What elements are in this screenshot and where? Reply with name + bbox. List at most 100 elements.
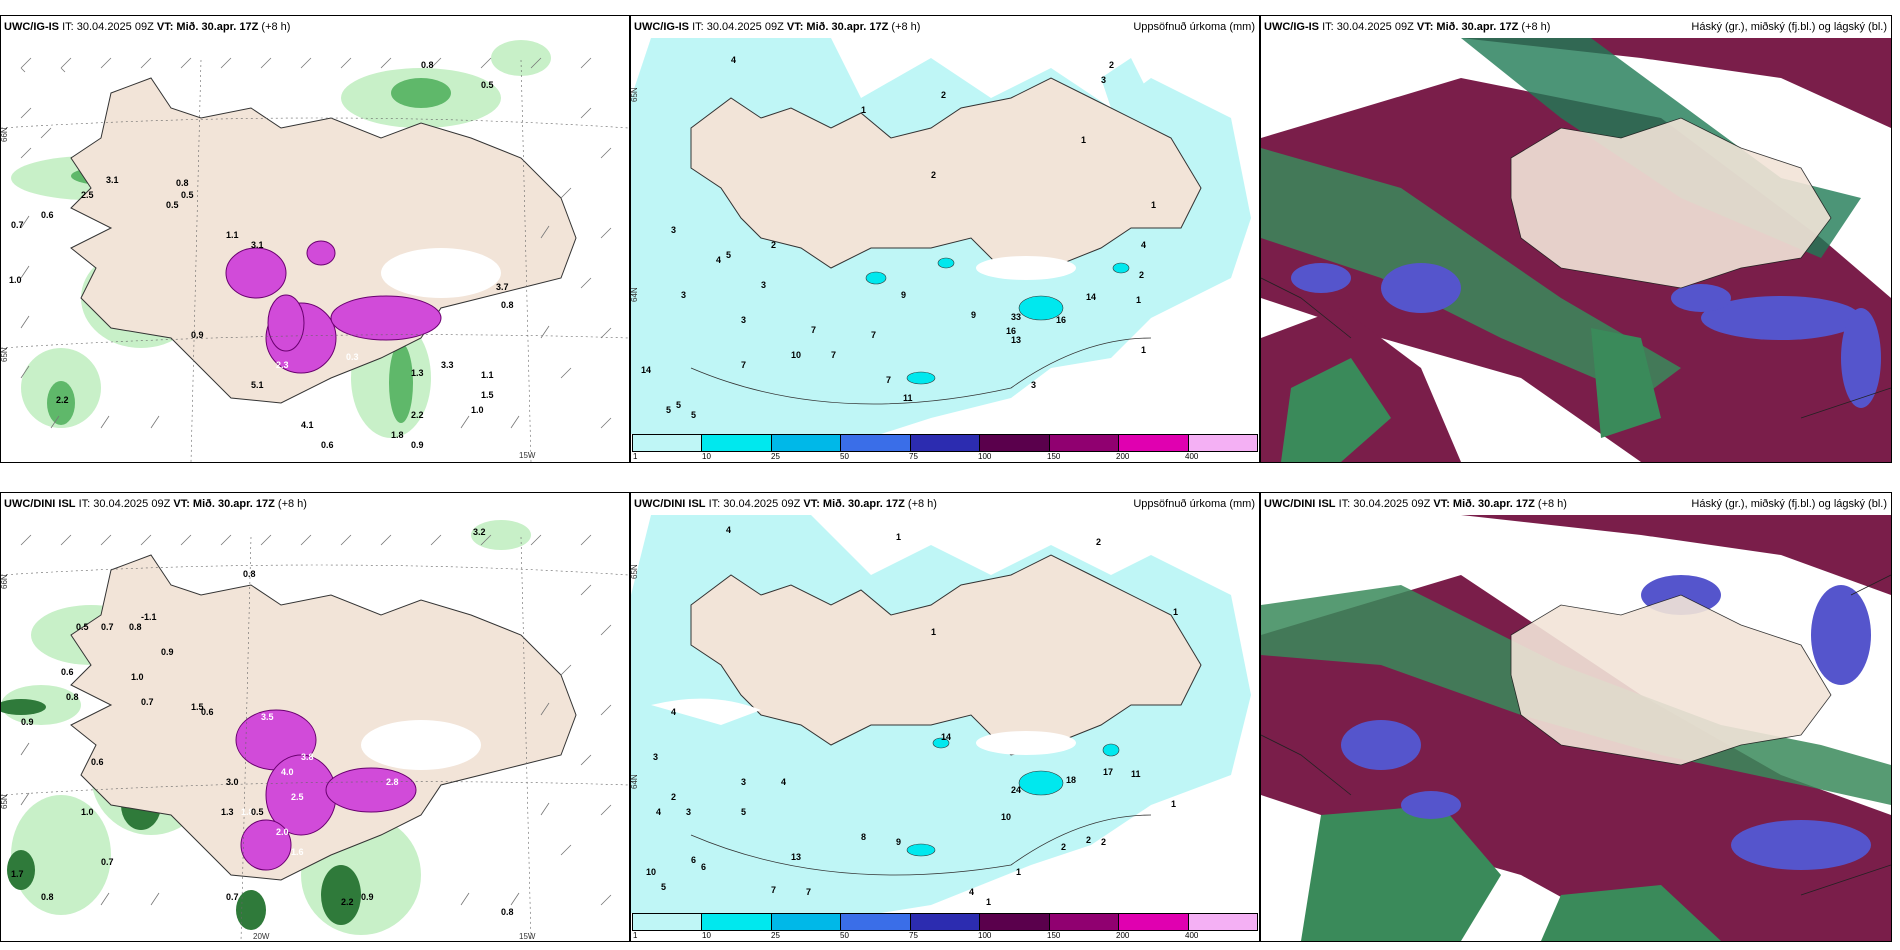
- svg-text:2: 2: [671, 792, 676, 802]
- lat-label: 64N: [631, 774, 639, 789]
- panel-field-title: Háský (gr.), miðský (fj.bl.) og lágský (…: [1691, 498, 1887, 510]
- svg-text:5: 5: [726, 250, 731, 260]
- legend-tick: 200: [1116, 931, 1130, 940]
- svg-text:0.7: 0.7: [226, 892, 239, 902]
- svg-text:1: 1: [1171, 799, 1176, 809]
- panel-header: UWC/IG-IS IT: 30.04.2025 09Z VT: Mið. 30…: [1261, 16, 1891, 38]
- legend-swatch: [1188, 435, 1257, 451]
- svg-text:7: 7: [831, 350, 836, 360]
- legend-tick: 50: [840, 931, 849, 940]
- lat-label: 66N: [1, 574, 9, 589]
- svg-text:1.5: 1.5: [481, 390, 494, 400]
- svg-text:3: 3: [761, 280, 766, 290]
- svg-text:8: 8: [861, 832, 866, 842]
- svg-text:0.9: 0.9: [411, 440, 424, 450]
- value-labels: 3.2 0.8 0.5 0.7 0.8 -1.1 0.6 1.0 0.9 0.6…: [11, 527, 514, 917]
- svg-text:1.3: 1.3: [221, 807, 234, 817]
- svg-text:9: 9: [971, 310, 976, 320]
- legend-swatch: [980, 435, 1050, 451]
- legend-tick: 75: [909, 452, 918, 461]
- svg-text:2.2: 2.2: [56, 395, 69, 405]
- svg-text:7: 7: [741, 360, 746, 370]
- legend-tick: 10: [702, 931, 711, 940]
- legend-tick: 400: [1185, 931, 1199, 940]
- svg-text:6: 6: [701, 862, 706, 872]
- panel-header: UWC/DINI ISL IT: 30.04.2025 09Z VT: Mið.…: [631, 493, 1259, 515]
- panel-header: UWC/IG-IS IT: 30.04.2025 09Z VT: Mið. 30…: [1, 16, 629, 38]
- svg-text:5: 5: [661, 882, 666, 892]
- svg-text:0.6: 0.6: [61, 667, 74, 677]
- svg-text:2.5: 2.5: [291, 792, 304, 802]
- svg-text:0.3: 0.3: [346, 352, 359, 362]
- legend-swatch: [1049, 914, 1120, 930]
- svg-text:9: 9: [901, 290, 906, 300]
- svg-text:7: 7: [811, 325, 816, 335]
- value-labels: 4 2 3 1 2 2 1 1 3 3 4 2 3 5 7 7 10 7 5 5: [641, 55, 1156, 420]
- svg-text:16: 16: [1006, 326, 1016, 336]
- svg-text:0.5: 0.5: [481, 80, 494, 90]
- svg-text:7: 7: [871, 330, 876, 340]
- svg-text:4: 4: [1141, 240, 1146, 250]
- svg-text:2.5: 2.5: [81, 190, 94, 200]
- svg-text:7: 7: [806, 887, 811, 897]
- svg-text:0.5: 0.5: [251, 807, 264, 817]
- legend-swatch: [980, 914, 1050, 930]
- svg-text:5: 5: [676, 400, 681, 410]
- lon-label: 15W: [519, 451, 536, 460]
- svg-text:0.8: 0.8: [66, 692, 79, 702]
- map-wind-temperature: 66N 65N 20W 15W 3.2 0.8 0.5 0.7 0.8 -1.1…: [1, 515, 629, 941]
- legend-swatch: [910, 914, 981, 930]
- svg-text:0.8: 0.8: [421, 60, 434, 70]
- svg-text:0.9: 0.9: [21, 717, 34, 727]
- svg-text:1: 1: [896, 532, 901, 542]
- svg-text:1.1: 1.1: [226, 230, 239, 240]
- legend-swatch: [702, 435, 772, 451]
- svg-text:1.6: 1.6: [291, 847, 304, 857]
- svg-text:2.3: 2.3: [276, 360, 289, 370]
- svg-text:0.9: 0.9: [161, 647, 174, 657]
- precip-color-legend: 1 10 25 50 75 100 150 200 400: [631, 434, 1259, 462]
- svg-text:0.6: 0.6: [321, 440, 334, 450]
- svg-text:2: 2: [1101, 837, 1106, 847]
- svg-text:14: 14: [641, 365, 651, 375]
- lon-label: 20W: [253, 932, 270, 941]
- svg-text:24: 24: [1011, 785, 1021, 795]
- svg-text:4: 4: [781, 777, 786, 787]
- svg-text:1.0: 1.0: [81, 807, 94, 817]
- svg-text:1: 1: [1151, 200, 1156, 210]
- svg-text:2: 2: [1109, 60, 1114, 70]
- svg-text:1: 1: [986, 897, 991, 907]
- panel-wind-igis: UWC/IG-IS IT: 30.04.2025 09Z VT: Mið. 30…: [0, 15, 630, 463]
- svg-text:0.7: 0.7: [141, 697, 154, 707]
- svg-text:0.8: 0.8: [129, 622, 142, 632]
- panel-field-title: Uppsöfnuð úrkoma (mm): [1133, 498, 1255, 510]
- svg-text:3.3: 3.3: [441, 360, 454, 370]
- svg-text:11: 11: [903, 393, 913, 403]
- svg-text:2: 2: [1139, 270, 1144, 280]
- svg-text:2: 2: [1096, 537, 1101, 547]
- panel-clouds-dini: UWC/DINI ISL IT: 30.04.2025 09Z VT: Mið.…: [1260, 492, 1892, 942]
- svg-text:18: 18: [1066, 775, 1076, 785]
- svg-text:1.0: 1.0: [471, 405, 484, 415]
- svg-text:0.5: 0.5: [76, 622, 89, 632]
- svg-text:0.6: 0.6: [91, 757, 104, 767]
- legend-tick: 25: [771, 931, 780, 940]
- svg-text:9: 9: [896, 837, 901, 847]
- svg-text:1: 1: [931, 627, 936, 637]
- panel-clouds-igis: UWC/IG-IS IT: 30.04.2025 09Z VT: Mið. 30…: [1260, 15, 1892, 463]
- svg-text:3.0: 3.0: [226, 777, 239, 787]
- svg-text:1.8: 1.8: [391, 430, 404, 440]
- svg-text:0.5: 0.5: [181, 190, 194, 200]
- svg-text:4.0: 4.0: [281, 767, 294, 777]
- map-accumulated-precip: 64N 65N 4 2 3 1 2 2 1 1 3 3 4 2 3 5 7 7 …: [631, 38, 1259, 462]
- lat-label: 65N: [631, 564, 639, 579]
- svg-text:14: 14: [1086, 292, 1096, 302]
- svg-text:3: 3: [1101, 75, 1106, 85]
- legend-swatch: [910, 435, 981, 451]
- svg-text:4.1: 4.1: [301, 420, 314, 430]
- svg-text:1.8: 1.8: [241, 807, 254, 817]
- legend-tick: 400: [1185, 452, 1199, 461]
- panel-precip-dini: UWC/DINI ISL IT: 30.04.2025 09Z VT: Mið.…: [630, 492, 1260, 942]
- svg-text:1.1: 1.1: [481, 370, 494, 380]
- legend-tick: 200: [1116, 452, 1130, 461]
